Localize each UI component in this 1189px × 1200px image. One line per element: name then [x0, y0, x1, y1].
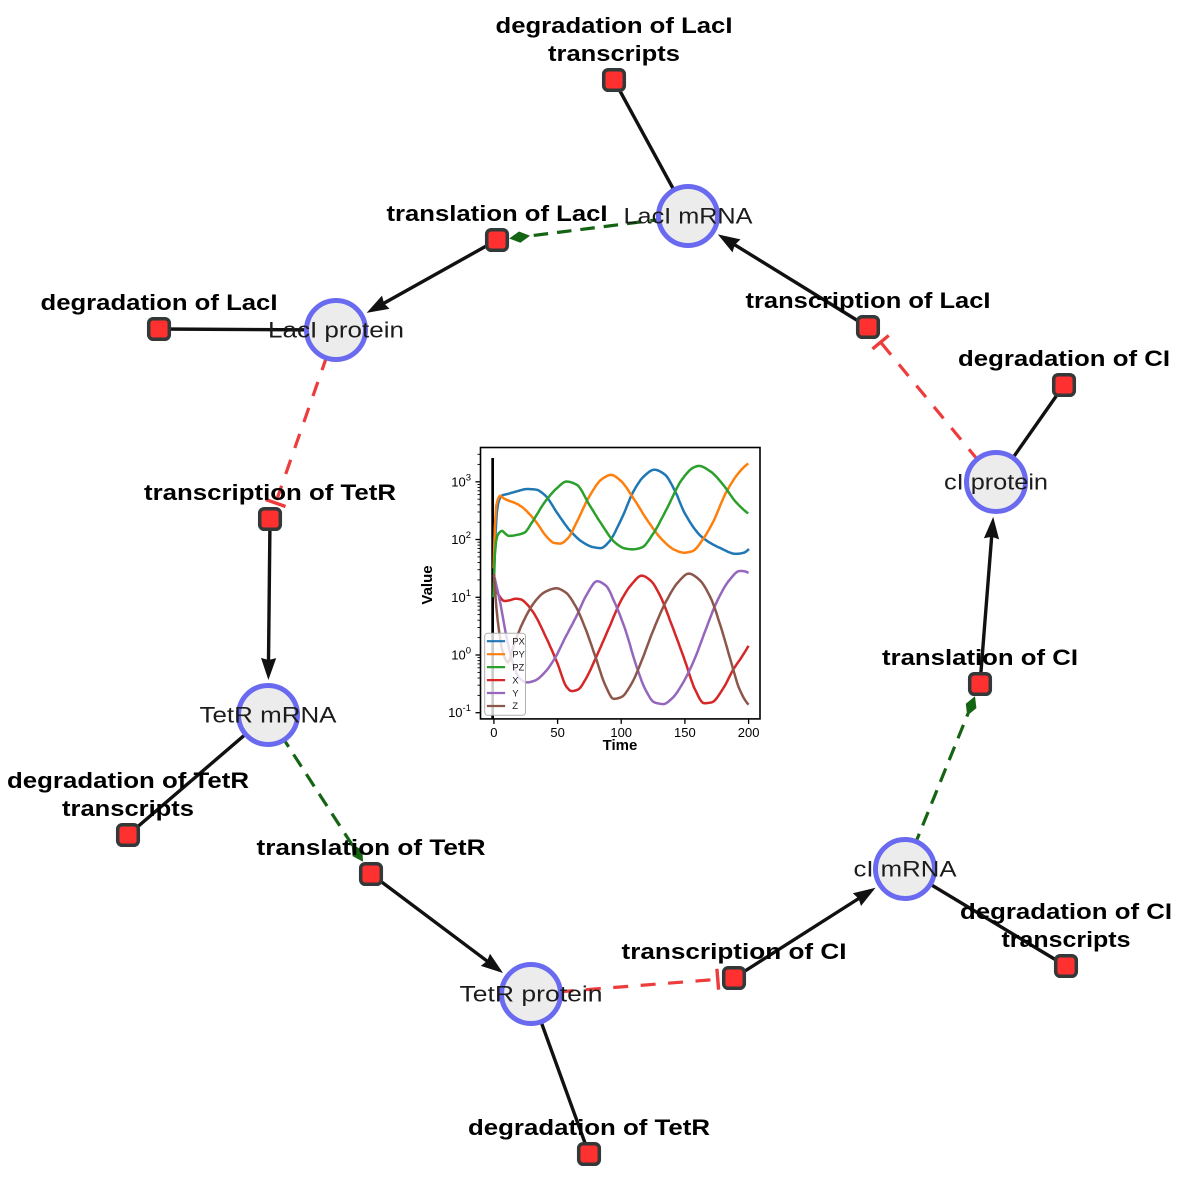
svg-text:50: 50 [550, 725, 564, 740]
svg-text:PY: PY [512, 650, 525, 661]
svg-text:transcripts: transcripts [548, 41, 680, 66]
svg-text:100: 100 [610, 725, 632, 740]
svg-text:cI protein: cI protein [944, 470, 1048, 495]
svg-text:TetR protein: TetR protein [460, 982, 603, 1007]
svg-text:X: X [512, 675, 519, 686]
svg-text:200: 200 [738, 725, 760, 740]
svg-text:translation of LacI: translation of LacI [387, 201, 608, 226]
svg-text:LacI protein: LacI protein [268, 318, 404, 343]
svg-text:degradation of LacI: degradation of LacI [496, 13, 733, 38]
svg-text:transcription of TetR: transcription of TetR [144, 480, 396, 505]
svg-text:transcription of LacI: transcription of LacI [746, 288, 991, 313]
svg-text:PX: PX [512, 637, 525, 648]
svg-text:transcripts: transcripts [1002, 927, 1131, 952]
svg-text:LacI mRNA: LacI mRNA [624, 204, 753, 229]
svg-text:Value: Value [419, 565, 436, 604]
svg-text:150: 150 [674, 725, 696, 740]
svg-text:PZ: PZ [512, 662, 524, 673]
svg-text:translation of TetR: translation of TetR [257, 835, 486, 860]
svg-text:degradation of TetR: degradation of TetR [468, 1115, 710, 1140]
svg-text:translation of CI: translation of CI [882, 645, 1078, 670]
svg-text:Time: Time [603, 737, 638, 754]
svg-text:TetR mRNA: TetR mRNA [200, 703, 337, 728]
svg-text:Y: Y [512, 688, 519, 699]
svg-text:transcription of CI: transcription of CI [622, 939, 847, 964]
svg-text:cI mRNA: cI mRNA [854, 857, 957, 882]
svg-text:0: 0 [490, 725, 497, 740]
svg-text:degradation of TetR: degradation of TetR [7, 768, 249, 793]
svg-text:Z: Z [512, 701, 518, 712]
svg-text:transcripts: transcripts [62, 796, 194, 821]
svg-text:degradation of CI: degradation of CI [958, 346, 1170, 371]
svg-text:degradation of CI: degradation of CI [960, 899, 1172, 924]
svg-text:degradation of LacI: degradation of LacI [41, 290, 278, 315]
